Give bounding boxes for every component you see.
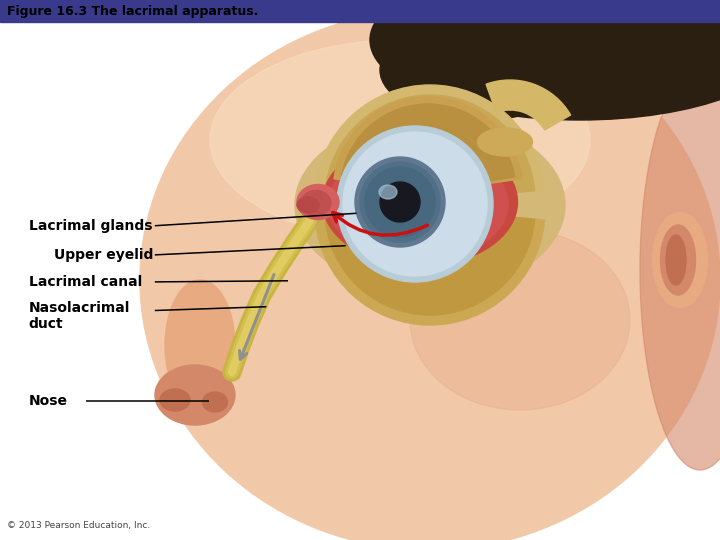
Ellipse shape — [160, 389, 190, 411]
Ellipse shape — [323, 138, 518, 266]
Wedge shape — [315, 85, 544, 200]
Ellipse shape — [379, 185, 397, 199]
FancyBboxPatch shape — [510, 0, 720, 90]
Text: © 2013 Pearson Education, Inc.: © 2013 Pearson Education, Inc. — [7, 521, 150, 530]
Ellipse shape — [297, 185, 339, 219]
Text: Upper eyelid: Upper eyelid — [54, 248, 153, 262]
Ellipse shape — [328, 146, 508, 261]
Wedge shape — [325, 210, 535, 315]
Circle shape — [337, 126, 493, 282]
Ellipse shape — [410, 230, 630, 410]
Ellipse shape — [477, 128, 533, 156]
Circle shape — [380, 182, 420, 222]
Text: Lacrimal glands: Lacrimal glands — [29, 219, 153, 233]
Ellipse shape — [370, 0, 720, 120]
Wedge shape — [334, 97, 522, 192]
Text: Nose: Nose — [29, 394, 68, 408]
Ellipse shape — [297, 197, 319, 213]
Circle shape — [365, 167, 435, 237]
Ellipse shape — [640, 70, 720, 470]
Ellipse shape — [380, 20, 580, 120]
Ellipse shape — [140, 10, 720, 540]
Ellipse shape — [202, 392, 228, 412]
Ellipse shape — [301, 191, 331, 215]
Wedge shape — [325, 95, 535, 200]
Circle shape — [343, 132, 487, 276]
Ellipse shape — [295, 118, 565, 293]
Wedge shape — [486, 80, 571, 130]
Text: Figure 16.3 The lacrimal apparatus.: Figure 16.3 The lacrimal apparatus. — [7, 4, 258, 17]
Ellipse shape — [666, 235, 686, 285]
Bar — [0, 0, 720, 22]
Wedge shape — [315, 210, 544, 325]
Circle shape — [360, 162, 440, 242]
Ellipse shape — [210, 40, 590, 240]
Text: Nasolacrimal
duct: Nasolacrimal duct — [29, 301, 130, 331]
Ellipse shape — [165, 280, 235, 410]
Wedge shape — [341, 104, 515, 192]
Ellipse shape — [155, 365, 235, 425]
Bar — [450, 0, 720, 80]
Ellipse shape — [652, 213, 708, 307]
Circle shape — [355, 157, 445, 247]
Ellipse shape — [660, 225, 696, 295]
Text: Lacrimal canal: Lacrimal canal — [29, 275, 142, 289]
